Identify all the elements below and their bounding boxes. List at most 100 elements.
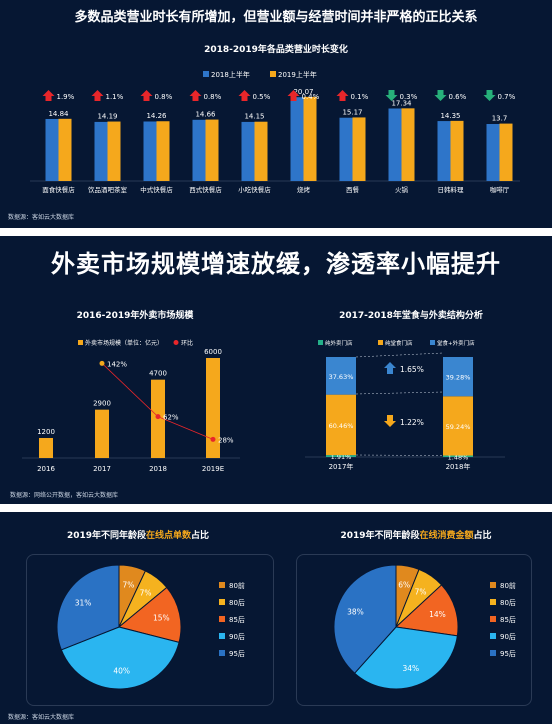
up-arrow-icon (238, 90, 251, 101)
orders-pie-legend-swatch-4 (219, 650, 225, 656)
data-label-7: 17.34 (391, 99, 412, 107)
market-value-3: 6000 (204, 348, 222, 356)
bar-2018-0 (45, 118, 59, 181)
market-year-1: 2017 (93, 465, 111, 473)
chart-title-market-size: 2016-2019年外卖市场规模 (76, 311, 194, 321)
down-arrow-icon (384, 415, 396, 427)
orders-pie-legend-label-4: 95后 (229, 649, 245, 658)
bar-2019-8 (450, 120, 464, 181)
change-label-0: 1.9% (57, 93, 75, 101)
bar-2018-2 (143, 121, 157, 181)
legend-swatch-1 (378, 340, 383, 345)
data-label-9: 13.7 (492, 115, 508, 123)
bar-2018-6 (339, 117, 353, 181)
spending-pie-slice-label-3: 34% (403, 664, 420, 673)
spending-pie-legend-swatch-2 (490, 616, 496, 622)
orders-pie-slice-label-4: 31% (75, 599, 92, 608)
up-arrow-icon (384, 362, 396, 374)
up-arrow-icon (189, 90, 202, 101)
panel-delivery-market: 外卖市场规模增速放缓，渗透率小幅提升 2016-2019年外卖市场规模 2017… (0, 236, 552, 504)
annotation-up: 1.65% (400, 365, 424, 374)
category-label-8: 日韩料理 (438, 185, 465, 194)
category-label-4: 小吃快餐店 (238, 185, 271, 194)
growth-point-1 (155, 414, 161, 420)
spending-pie-legend-label-1: 80后 (500, 598, 516, 607)
spending-pie-legend-swatch-4 (490, 650, 496, 656)
orders-pie-legend-swatch-1 (219, 599, 225, 605)
panel-business-hours: 多数品类营业时长有所增加，但营业额与经营时间并非严格的正比关系 2018-201… (0, 0, 552, 228)
market-year-3: 2019E (202, 465, 224, 473)
stack-seg-0-0 (326, 455, 356, 457)
data-label-4: 14.15 (244, 113, 264, 121)
orders-pie-slice-label-2: 15% (153, 614, 170, 623)
structure-year-0: 2017年 (329, 462, 354, 471)
headline-business-hours: 多数品类营业时长有所增加，但营业额与经营时间并非严格的正比关系 (74, 10, 478, 25)
age-group-pie-charts: 7% 7% 15% 40% 31% 80前 80后 85后 90后 95后 6% 7% 14% 34% 38… (56, 564, 516, 690)
bar-2018-4 (241, 121, 255, 181)
market-bar-3 (206, 358, 220, 458)
structure-year-1: 2018年 (446, 462, 471, 471)
stack-label-1-1: 59.24% (446, 423, 471, 431)
legend-label-2: 堂食+外卖门店 (437, 339, 475, 347)
change-label-1: 1.1% (106, 93, 124, 101)
category-label-6: 西餐 (346, 185, 360, 194)
change-label-2: 0.8% (155, 93, 173, 101)
spending-pie-legend-label-4: 95后 (500, 649, 516, 658)
change-label-9: 0.7% (498, 93, 516, 101)
change-label-5: 0.4% (302, 93, 320, 101)
chart-title-business-hours: 2018-2019年各品类营业时长变化 (204, 45, 348, 55)
up-arrow-icon (336, 90, 349, 101)
up-arrow-icon (140, 90, 153, 101)
category-label-3: 西式快餐店 (189, 185, 222, 194)
up-arrow-icon (287, 90, 300, 101)
change-label-8: 0.6% (449, 93, 467, 101)
pie-box-spending (296, 554, 532, 706)
spending-pie-slice-label-0: 6% (398, 580, 410, 589)
bar-2019-3 (205, 119, 219, 181)
chart-title-structure: 2017-2018年堂食与外卖结构分析 (339, 311, 483, 321)
legend-label-market: 外卖市场规模（单位：亿元） (85, 339, 163, 347)
bar-2019-9 (499, 123, 513, 181)
growth-label-2: 28% (218, 436, 234, 444)
bar-2018-1 (94, 121, 108, 181)
stack-label-0-1: 60.46% (329, 422, 354, 430)
stack-label-1-0: 1.48% (448, 453, 469, 461)
category-label-0: 面食快餐店 (42, 185, 75, 194)
growth-point-2 (210, 436, 216, 442)
pie-box-orders (26, 554, 274, 706)
spending-pie-slice-3 (353, 626, 458, 690)
orders-pie-legend-label-3: 90后 (229, 632, 245, 641)
stack-seg-0-2 (326, 357, 356, 395)
legend-label-2019: 2019上半年 (278, 70, 317, 79)
category-label-7: 火锅 (395, 185, 409, 194)
orders-pie-slice-label-0: 7% (123, 581, 135, 590)
data-label-1: 14.19 (97, 113, 117, 121)
spending-pie-legend-label-0: 80前 (500, 581, 516, 590)
legend-label-0: 纯外卖门店 (325, 339, 353, 347)
change-label-4: 0.5% (253, 93, 271, 101)
orders-pie-slice-4 (56, 564, 120, 651)
orders-pie-legend-label-1: 80后 (229, 598, 245, 607)
stack-seg-1-2 (443, 357, 473, 397)
bar-2018-5 (290, 97, 304, 181)
spending-pie-legend-label-3: 90后 (500, 632, 516, 641)
delivery-market-charts: 外卖市场规模（单位：亿元） 环比 1200 2016 2900 2017 4700 2018 6… (22, 339, 505, 473)
up-arrow-icon (42, 90, 55, 101)
down-arrow-icon (385, 90, 398, 101)
data-label-3: 14.66 (195, 111, 216, 119)
bar-2018-8 (437, 121, 451, 181)
panel-age-groups: 2019年不同年龄段在线点单数占比 2019年不同年龄段在线消费金额占比 7% 7… (0, 512, 552, 724)
data-label-2: 14.26 (146, 112, 167, 120)
spending-pie-slice-label-2: 14% (429, 610, 446, 619)
growth-point-0 (99, 360, 105, 366)
growth-label-0: 142% (107, 360, 127, 368)
stack-seg-1-1 (443, 396, 473, 456)
change-label-3: 0.8% (204, 93, 222, 101)
legend-swatch-2018 (203, 71, 209, 77)
spending-pie-legend-swatch-0 (490, 582, 496, 588)
category-label-2: 中式快餐店 (140, 185, 173, 194)
orders-pie-legend-swatch-0 (219, 582, 225, 588)
annotation-down: 1.22% (400, 418, 424, 427)
legend-swatch-2 (430, 340, 435, 345)
category-label-1: 饮品酒吧茶室 (88, 185, 128, 194)
